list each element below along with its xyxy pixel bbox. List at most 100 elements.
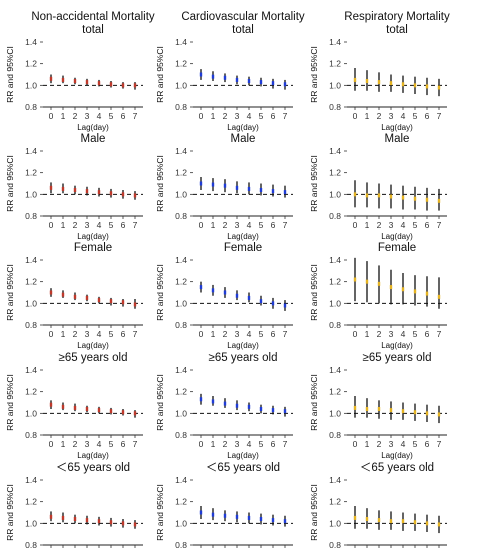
rr-point — [97, 81, 101, 86]
rr-point — [121, 410, 125, 415]
rr-point — [389, 519, 393, 524]
y-tick-label: 0.8 — [175, 320, 187, 330]
rr-point — [211, 288, 215, 293]
rr-point — [235, 293, 239, 298]
rr-point — [73, 294, 77, 299]
rr-point — [247, 186, 251, 191]
x-tick-label: 5 — [109, 111, 114, 121]
x-tick-label: 7 — [437, 220, 442, 230]
rr-point — [365, 407, 369, 411]
x-tick-label: 0 — [199, 220, 204, 230]
y-tick-label: 0.8 — [329, 102, 341, 112]
x-tick-label: 7 — [283, 111, 288, 121]
y-tick-label: 1.4 — [25, 475, 37, 485]
x-tick-label: 5 — [413, 439, 418, 449]
x-tick-label: 4 — [97, 220, 102, 230]
y-tick-label: 0.8 — [329, 320, 341, 330]
x-tick-label: 6 — [425, 220, 430, 230]
x-axis-label: Lag(day) — [77, 123, 109, 132]
rr-point — [365, 517, 369, 521]
x-tick-label: 7 — [133, 220, 138, 230]
y-tick-label: 0.8 — [25, 102, 37, 112]
y-tick-label: 0.8 — [329, 430, 341, 440]
x-tick-label: 0 — [49, 439, 54, 449]
rr-point — [377, 281, 381, 286]
panel-title: ＜65 years old — [56, 462, 130, 474]
rr-point — [271, 301, 275, 306]
rr-point — [121, 521, 125, 526]
y-tick-label: 1.4 — [329, 475, 341, 485]
x-tick-label: 2 — [73, 439, 78, 449]
y-axis-label: RR and 95%CI — [5, 484, 15, 541]
rr-point — [109, 409, 113, 414]
y-tick-label: 1.0 — [25, 298, 37, 308]
x-axis-label: Lag(day) — [227, 123, 259, 132]
rr-point — [247, 79, 251, 83]
x-tick-label: 5 — [413, 111, 418, 121]
x-tick-label: 3 — [389, 220, 394, 230]
rr-point — [211, 182, 215, 187]
x-tick-label: 6 — [121, 111, 126, 121]
x-tick-label: 0 — [353, 111, 358, 121]
y-tick-label: 0.8 — [175, 211, 187, 221]
x-tick-label: 2 — [223, 329, 228, 339]
rr-point — [259, 299, 263, 304]
rr-point — [271, 189, 275, 194]
rr-point — [49, 514, 53, 519]
rr-point — [235, 77, 239, 82]
rr-point — [353, 405, 357, 410]
x-tick-label: 1 — [365, 111, 370, 121]
rr-point — [389, 285, 393, 290]
y-tick-label: 1.4 — [25, 255, 37, 265]
x-axis-label: Lag(day) — [227, 232, 259, 241]
rr-point — [247, 515, 251, 520]
x-tick-label: 5 — [109, 329, 114, 339]
y-tick-label: 1.0 — [329, 408, 341, 418]
x-tick-label: 7 — [437, 439, 442, 449]
panel-subtitle: total — [232, 24, 254, 36]
rr-point — [49, 76, 53, 81]
y-tick-label: 1.2 — [175, 168, 187, 178]
rr-point — [61, 77, 65, 82]
panel-title: Male — [231, 133, 256, 145]
x-tick-label: 7 — [133, 111, 138, 121]
rr-point — [425, 411, 429, 416]
y-tick-label: 1.4 — [329, 255, 341, 265]
y-tick-label: 1.2 — [175, 277, 187, 287]
x-tick-label: 2 — [73, 220, 78, 230]
x-tick-label: 3 — [389, 439, 394, 449]
x-tick-label: 7 — [283, 439, 288, 449]
panel-title: Cardiovascular Mortality — [181, 11, 305, 23]
x-tick-label: 6 — [425, 439, 430, 449]
rr-point — [365, 279, 369, 284]
x-axis-label: Lag(day) — [77, 341, 109, 350]
x-tick-label: 4 — [401, 439, 406, 449]
y-axis-label: RR and 95%CI — [309, 155, 319, 212]
rr-point — [109, 191, 113, 196]
y-axis-label: RR and 95%CI — [5, 374, 15, 431]
rr-point — [283, 409, 287, 414]
rr-point — [133, 302, 137, 307]
y-tick-label: 1.4 — [175, 365, 187, 375]
x-axis-label: Lag(day) — [381, 123, 413, 132]
rr-point — [389, 408, 393, 413]
y-tick-label: 1.2 — [25, 277, 37, 287]
panel-title: Non-accidental Mortality — [31, 11, 155, 23]
x-tick-label: 4 — [97, 329, 102, 339]
y-tick-label: 1.4 — [329, 146, 341, 156]
y-tick-label: 1.2 — [25, 168, 37, 178]
panel-subtitle: total — [386, 24, 408, 36]
x-tick-label: 7 — [437, 329, 442, 339]
rr-point — [401, 82, 405, 87]
rr-point — [85, 295, 89, 300]
y-tick-label: 0.8 — [329, 540, 341, 550]
y-tick-label: 0.8 — [25, 430, 37, 440]
y-tick-label: 1.0 — [329, 189, 341, 199]
rr-point — [211, 512, 215, 517]
x-tick-label: 4 — [247, 329, 252, 339]
panel-title: Female — [378, 242, 416, 254]
rr-point — [437, 412, 441, 417]
x-tick-label: 0 — [353, 329, 358, 339]
rr-point — [97, 519, 101, 524]
